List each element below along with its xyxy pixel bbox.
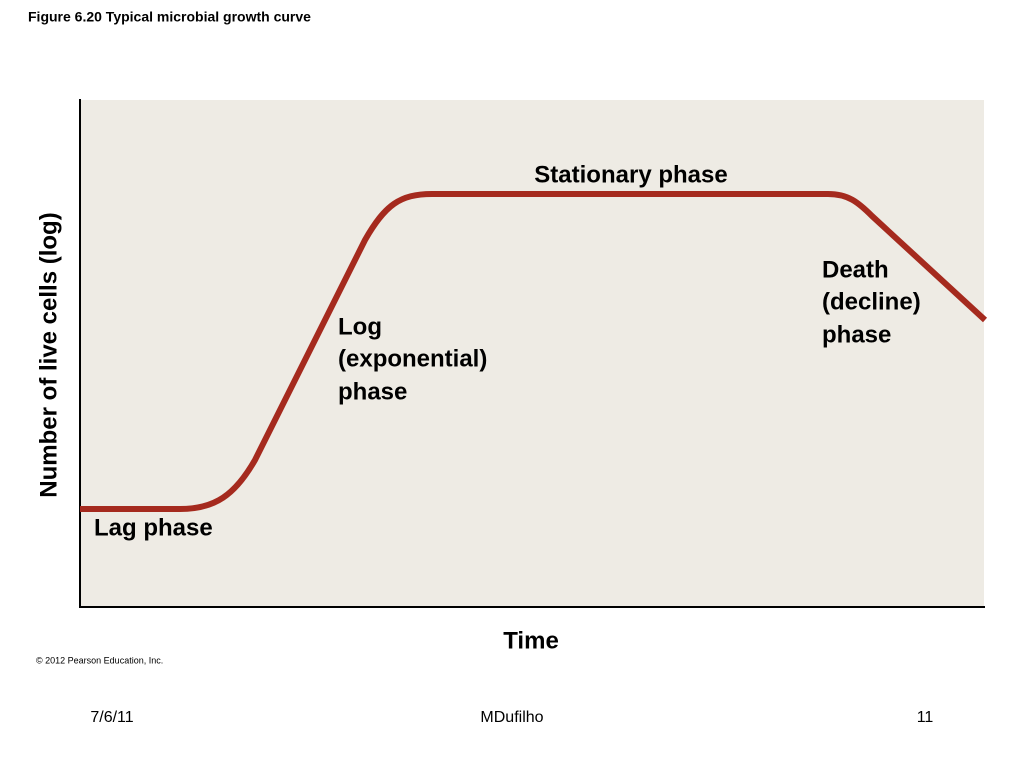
death-label: Death — [822, 256, 889, 283]
figure-title: Figure 6.20 Typical microbial growth cur… — [28, 9, 311, 25]
growth-curve — [80, 191, 988, 512]
footer-page: 11 — [917, 709, 934, 726]
log-label: phase — [338, 378, 407, 405]
death-label: phase — [822, 321, 891, 348]
log-label: Log — [338, 313, 382, 340]
footer-author: MDufilho — [480, 709, 543, 726]
plot-area — [80, 100, 984, 607]
y-axis-label: Number of live cells (log) — [35, 212, 62, 497]
death-label: (decline) — [822, 288, 921, 315]
lag-label: Lag phase — [94, 514, 213, 541]
x-axis-label: Time — [503, 627, 559, 654]
copyright: © 2012 Pearson Education, Inc. — [36, 655, 163, 665]
stationary-label: Stationary phase — [534, 161, 727, 188]
footer-date: 7/6/11 — [90, 709, 133, 726]
log-label: (exponential) — [338, 345, 487, 372]
